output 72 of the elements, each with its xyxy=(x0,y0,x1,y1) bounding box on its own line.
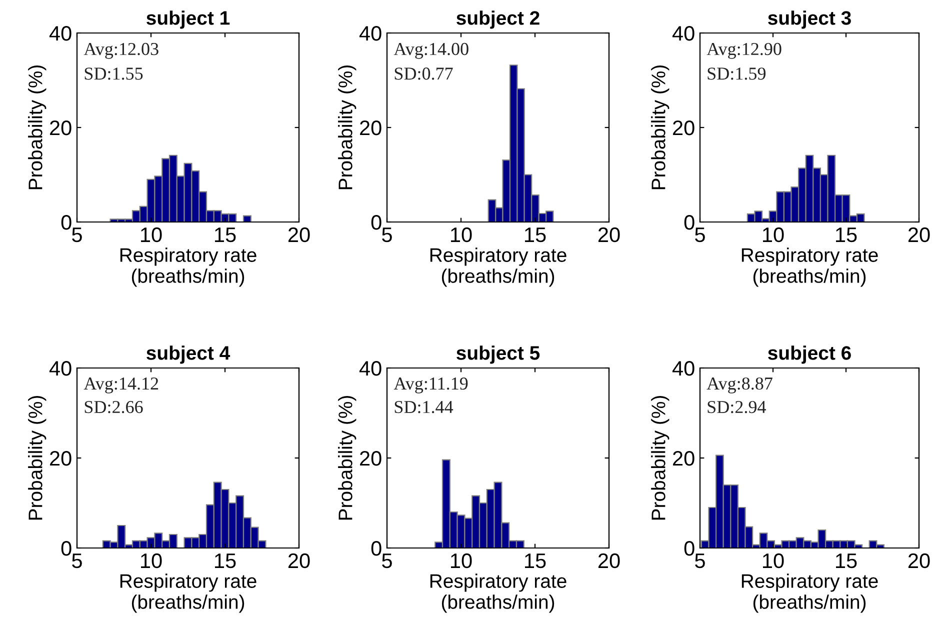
y-tick-label: 20 xyxy=(673,451,694,466)
y-tick-label: 40 xyxy=(359,26,382,41)
y-axis-title: Probability (%) xyxy=(651,65,670,190)
x-tick-label: 10 xyxy=(141,227,162,242)
y-tick-label: 20 xyxy=(50,451,72,466)
annotation: SD:0.77 xyxy=(394,68,453,80)
x-tick-label: 20 xyxy=(908,227,930,242)
x-tick-label: 20 xyxy=(598,227,620,242)
y-tick-label: 0 xyxy=(684,215,694,230)
x-tick-label: 20 xyxy=(908,553,930,568)
y-axis-title: Probability (%) xyxy=(338,65,356,190)
x-tick-label: 15 xyxy=(836,228,857,242)
y-tick-label: 40 xyxy=(672,26,694,41)
annotation: Avg:11.19 xyxy=(394,378,468,394)
x-tick-label: 5 xyxy=(382,228,392,242)
annotation: Avg:12.03 xyxy=(84,42,158,59)
y-axis-title: Probability (%) xyxy=(338,396,356,520)
x-axis-title: Respiratory rate (breaths/min) xyxy=(120,248,256,287)
x-tick-label: 5 xyxy=(72,554,82,568)
y-tick-label: 40 xyxy=(672,361,694,376)
x-tick-label: 5 xyxy=(72,228,82,242)
y-tick-label: 20 xyxy=(50,120,72,136)
x-tick-label: 10 xyxy=(763,553,784,568)
x-tick-label: 20 xyxy=(598,553,620,568)
chart-title: subject 3 xyxy=(768,10,851,29)
y-tick-label: 40 xyxy=(359,361,382,376)
y-tick-label: 40 xyxy=(49,26,72,41)
x-tick-label: 20 xyxy=(288,227,310,242)
x-tick-label: 20 xyxy=(288,553,310,568)
chart-title: subject 1 xyxy=(146,10,230,29)
x-axis-title: Respiratory rate (breaths/min) xyxy=(430,574,566,613)
x-axis-title: Respiratory rate (breaths/min) xyxy=(430,248,566,287)
x-tick-label: 15 xyxy=(215,554,236,568)
annotation: Avg:14.12 xyxy=(84,378,158,394)
chart-title: subject 4 xyxy=(146,346,230,364)
y-axis-title: Probability (%) xyxy=(28,65,46,190)
x-tick-label: 10 xyxy=(451,553,472,568)
chart-title: subject 2 xyxy=(456,10,540,29)
x-axis-title: Respiratory rate (breaths/min) xyxy=(742,248,878,287)
x-tick-label: 5 xyxy=(695,228,705,242)
x-axis-title: Respiratory rate (breaths/min) xyxy=(742,574,878,613)
chart-title: subject 5 xyxy=(456,346,540,364)
y-tick-label: 20 xyxy=(360,120,382,136)
y-tick-label: 0 xyxy=(61,541,72,556)
annotation: SD:2.66 xyxy=(84,400,143,414)
annotation: SD:1.55 xyxy=(84,68,143,80)
x-tick-label: 5 xyxy=(695,554,705,568)
x-tick-label: 15 xyxy=(525,228,546,242)
x-tick-label: 15 xyxy=(836,554,857,568)
y-tick-label: 20 xyxy=(360,451,382,466)
annotation: SD:1.44 xyxy=(394,400,454,414)
y-tick-label: 0 xyxy=(371,215,382,230)
y-axis-title: Probability (%) xyxy=(28,396,46,520)
y-tick-label: 20 xyxy=(673,120,694,136)
x-tick-label: 10 xyxy=(141,553,162,568)
x-tick-label: 15 xyxy=(525,554,546,568)
y-tick-label: 0 xyxy=(371,541,382,556)
annotation: Avg:12.90 xyxy=(706,42,782,59)
annotation: Avg:8.87 xyxy=(706,377,772,394)
x-tick-label: 15 xyxy=(215,228,236,242)
annotation: SD:1.59 xyxy=(708,68,766,80)
y-tick-label: 0 xyxy=(684,541,694,556)
chart-title: subject 6 xyxy=(768,346,851,364)
annotation: SD:2.94 xyxy=(708,400,766,414)
x-tick-label: 5 xyxy=(382,554,392,568)
x-axis-title: Respiratory rate (breaths/min) xyxy=(120,574,256,613)
y-tick-label: 40 xyxy=(49,361,72,376)
annotation: Avg:14.00 xyxy=(394,42,468,59)
x-tick-label: 10 xyxy=(451,227,472,242)
y-tick-label: 0 xyxy=(61,215,72,230)
y-axis-title: Probability (%) xyxy=(651,396,670,520)
x-tick-label: 10 xyxy=(763,227,784,242)
